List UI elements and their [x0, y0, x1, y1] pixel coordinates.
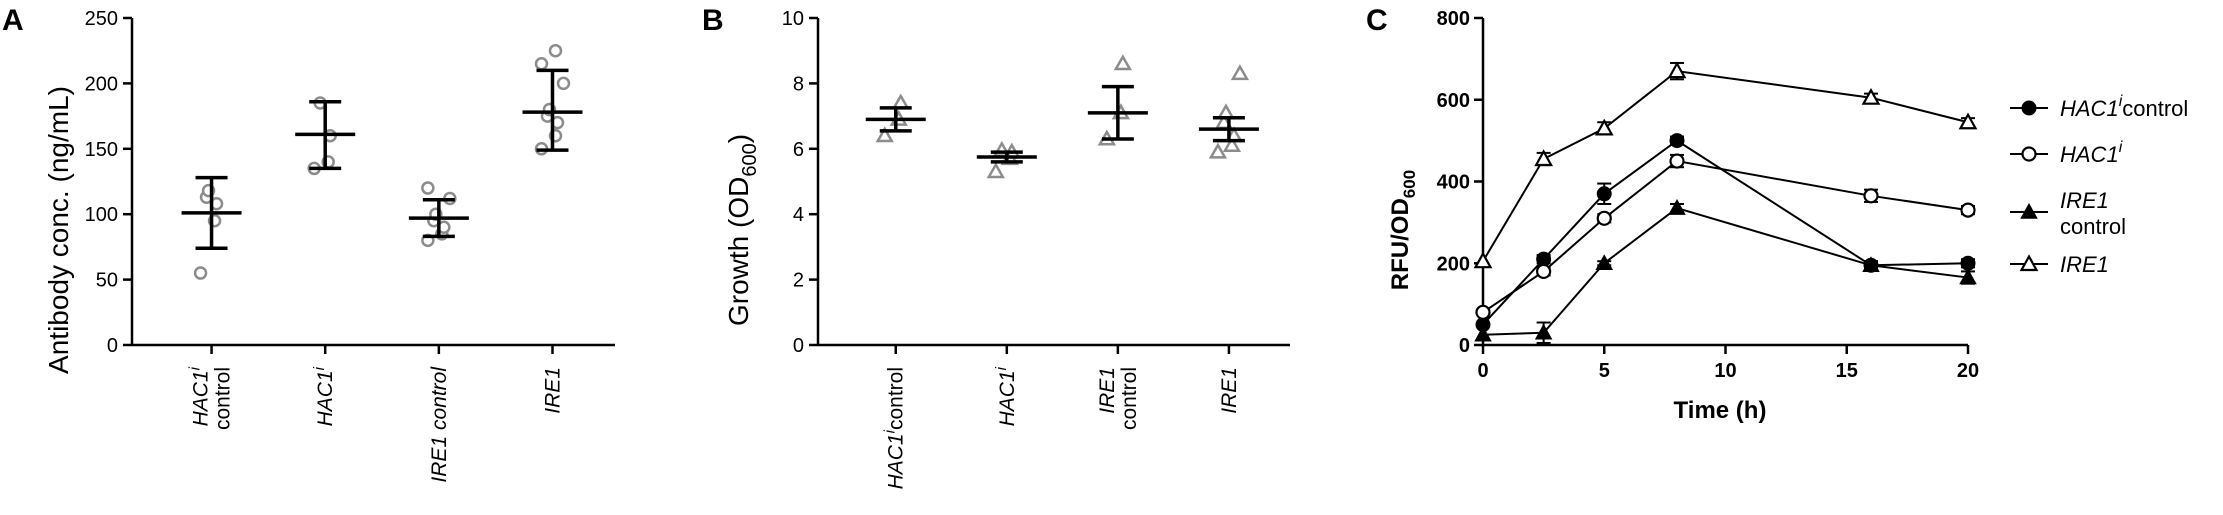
data-point [1667, 61, 1687, 79]
category-label: IRE1 [1218, 367, 1241, 414]
data-point [1958, 112, 1978, 130]
y-tick-label: 8 [793, 73, 804, 95]
data-point [1534, 323, 1553, 340]
data-point [1473, 251, 1493, 269]
x-tick-label: 20 [1957, 360, 1979, 382]
panel-a-y-axis-label: Antibody conc. (ng/mL) [43, 86, 74, 374]
data-point [1863, 188, 1879, 204]
data-point [1959, 268, 1977, 285]
data-point [1669, 153, 1685, 169]
x-tick-label: 0 [1477, 360, 1488, 382]
data-point [1595, 254, 1614, 270]
y-tick-label: 800 [1437, 8, 1470, 30]
panel-c-x-axis-label: Time (h) [1674, 397, 1767, 424]
data-point [1536, 251, 1552, 267]
y-tick-label: 400 [1437, 172, 1470, 194]
data-point [193, 266, 208, 280]
y-tick-label: 6 [793, 139, 804, 161]
data-point [1960, 255, 1976, 271]
category-label: HAC1i [993, 366, 1019, 426]
data-point [1960, 202, 1976, 218]
y-tick-label: 0 [793, 335, 804, 357]
legend: HAC1icontrol HAC1i IRE1 control IRE1 [2010, 93, 2188, 277]
y-tick-label: 4 [793, 204, 804, 226]
y-tick-label: 0 [1459, 335, 1470, 357]
series-line [1482, 70, 1969, 262]
y-tick-label: 150 [85, 139, 118, 161]
y-tick-label: 10 [782, 8, 804, 30]
category-label: HAC1icontrol [882, 367, 908, 489]
data-point [1222, 136, 1242, 153]
legend-label: IRE1 [2060, 252, 2109, 277]
x-tick-label: 10 [1714, 360, 1736, 382]
data-point [1668, 199, 1686, 215]
series-line [1482, 159, 1969, 314]
y-tick-label: 100 [85, 204, 118, 226]
data-point [875, 126, 894, 143]
legend-label: HAC1i [2060, 139, 2123, 167]
panel-letter-b: B [702, 4, 724, 37]
x-tick-label: 5 [1599, 360, 1610, 382]
legend-marker [2019, 254, 2039, 272]
category-label: IRE1control [1096, 367, 1141, 430]
data-point [1861, 87, 1881, 105]
panel-c-y-axis-label: RFU/OD600 [1387, 170, 1419, 290]
category-label: IRE1 [541, 367, 564, 414]
panel-letter-c: C [1366, 4, 1388, 37]
y-tick-label: 600 [1437, 90, 1470, 112]
series-3 [1473, 61, 1978, 269]
legend-marker [2021, 146, 2037, 162]
y-tick-label: 0 [107, 335, 118, 357]
data-point [548, 43, 563, 58]
data-point [556, 76, 571, 91]
data-point [1536, 263, 1552, 280]
data-point [1474, 325, 1492, 342]
y-tick-label: 200 [1437, 253, 1470, 275]
data-point [534, 57, 549, 71]
data-point [1596, 186, 1612, 202]
data-point [1669, 133, 1685, 149]
legend-marker [2020, 202, 2038, 219]
panel-letter-a: A [2, 4, 24, 37]
y-tick-label: 2 [793, 270, 804, 292]
panel-b-y-axis-label: Growth (OD600) [723, 134, 761, 326]
data-point [1594, 118, 1614, 136]
data-point [1475, 304, 1491, 320]
category-label: HAC1i [311, 366, 337, 426]
y-tick-label: 50 [96, 270, 118, 292]
data-point [986, 162, 1005, 179]
series-line [1482, 206, 1969, 336]
category-label: IRE1 control [428, 366, 451, 483]
data-point [1208, 142, 1228, 159]
y-tick-label: 200 [85, 73, 118, 95]
data-point [1230, 64, 1250, 81]
panel-c-chart: RFU/OD600 Time (h) 0 200 400 600 800 0 5 10 15 20… [1387, 8, 2188, 424]
data-point [1596, 210, 1612, 226]
legend-marker [2021, 100, 2037, 116]
x-tick-label: 15 [1836, 360, 1858, 382]
data-point [1862, 256, 1880, 273]
series-1 [1475, 153, 1976, 320]
series-line [1482, 139, 1969, 326]
panel-a-chart: Antibody conc. (ng/mL) 0 50 100 150 200 250 HA… [43, 8, 615, 483]
y-tick-label: 250 [85, 8, 118, 30]
data-point [421, 181, 435, 195]
data-point [1534, 149, 1553, 167]
data-point [1113, 54, 1133, 71]
legend-label: HAC1icontrol [2060, 93, 2188, 121]
series-2 [1474, 199, 1977, 344]
legend-label: IRE1 control [2060, 188, 2126, 239]
panel-b-chart: Growth (OD600) 0 2 4 6 8 10 HAC1icontrol HAC1i I… [723, 8, 1290, 489]
